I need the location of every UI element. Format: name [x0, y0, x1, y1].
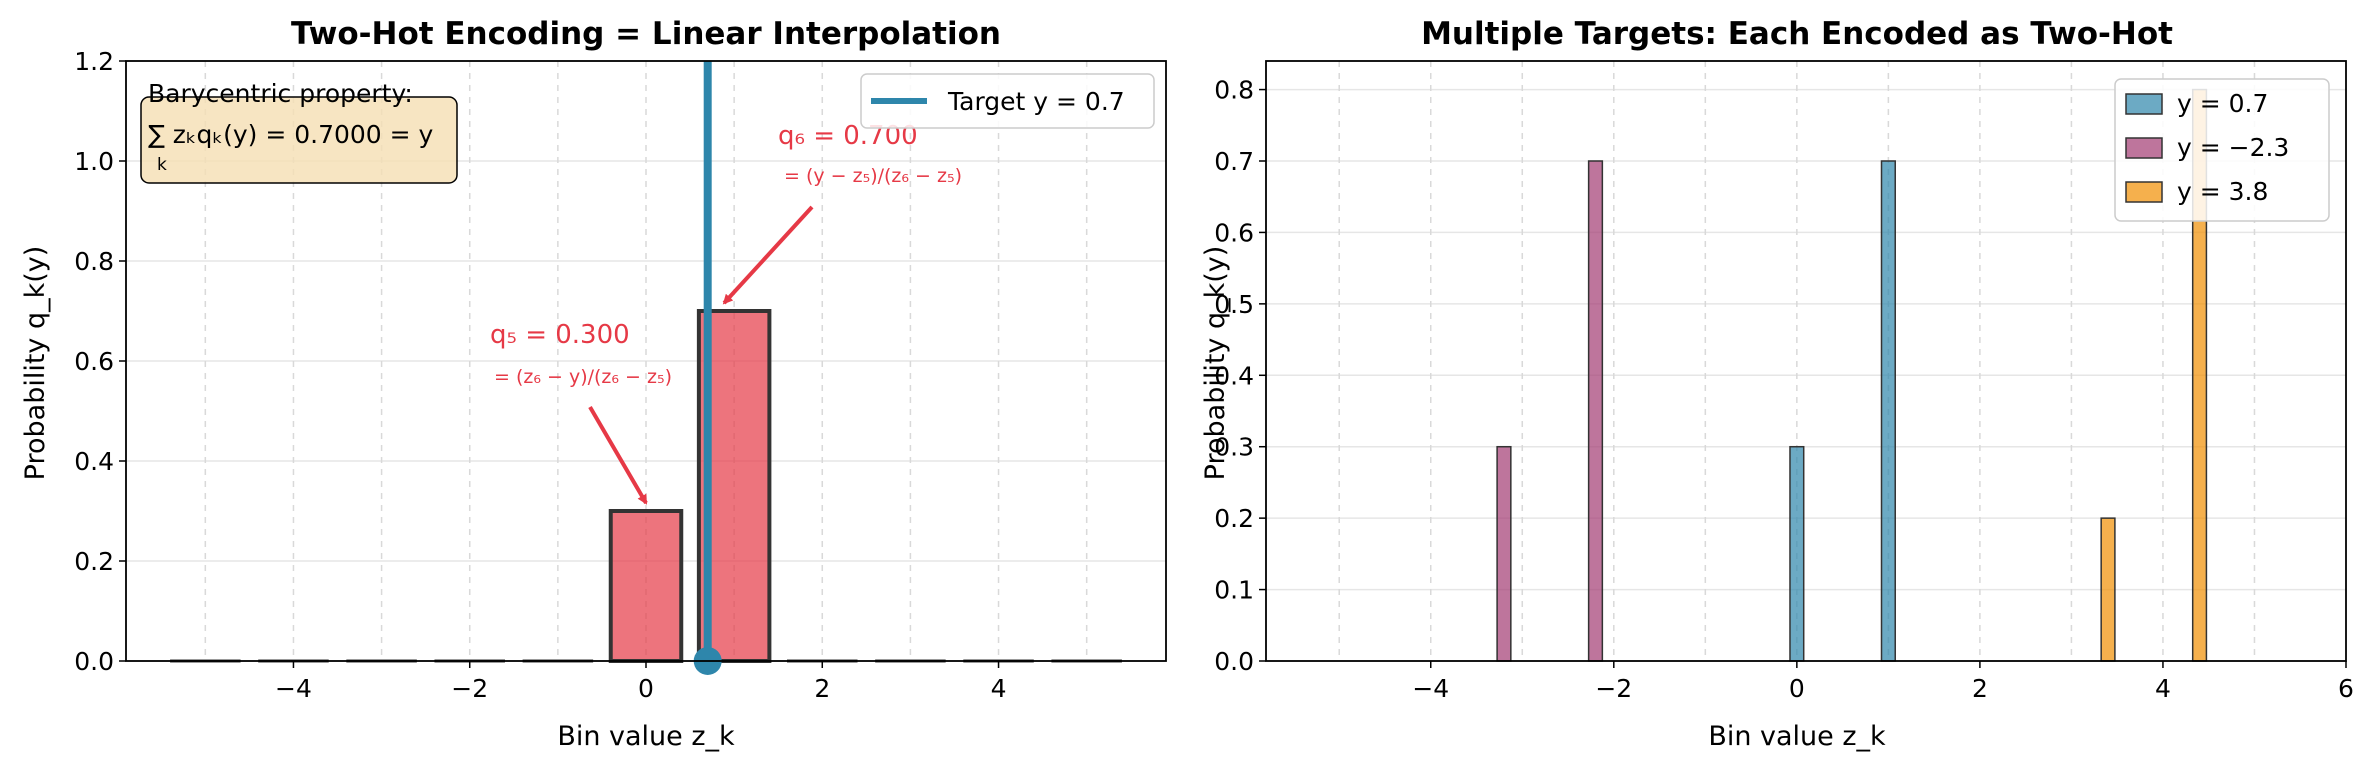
- right-ticks: 0.0 0.1 0.2 0.3 0.4 0.5 0.6 0.7 0.8 −4 −2 0 2 4 6: [1214, 76, 2354, 703]
- right-ytick-label-4: 0.4: [1214, 361, 1254, 390]
- left-ytick-label-0: 0.0: [74, 647, 114, 676]
- annotation-q5-formula: = (z₆ − y)/(z₆ − z₅): [494, 366, 672, 388]
- right-legend-label-2: y = 3.8: [2177, 177, 2268, 206]
- right-ytick-label-0: 0.0: [1214, 647, 1254, 676]
- right-xtick-label-5: 6: [2338, 674, 2354, 703]
- right-x-axis-label: Bin value z_k: [1708, 721, 1886, 752]
- left-annotations: q₅ = 0.300= (z₆ − y)/(z₆ − z₅)q₆ = 0.700…: [490, 121, 962, 505]
- left-ytick-label-2: 0.4: [74, 447, 114, 476]
- right-bar-series0-bin-1: [1880, 160, 1896, 662]
- left-xtick-label-2: 0: [638, 674, 654, 703]
- annotation-q5-label: q₅ = 0.300: [490, 320, 630, 350]
- right-legend-swatch-1: [2125, 137, 2163, 159]
- right-bar-series1-bin--2: [1587, 160, 1604, 662]
- right-ytick-label-7: 0.7: [1214, 147, 1254, 176]
- right-legend-label-0: y = 0.7: [2177, 89, 2268, 118]
- left-xtick-label-3: 2: [814, 674, 830, 703]
- right-xtick-label-1: −2: [1595, 674, 1632, 703]
- annotation-q5-arrow: [588, 405, 648, 505]
- right-ytick-label-3: 0.3: [1214, 433, 1254, 462]
- right-bar-series2-bin-3: [2100, 517, 2116, 662]
- right-legend-label-1: y = −2.3: [2177, 133, 2289, 162]
- left-ytick-label-5: 1.0: [74, 147, 114, 176]
- left-chart-title: Two-Hot Encoding = Linear Interpolation: [291, 16, 1001, 52]
- right-ytick-label-8: 0.8: [1214, 76, 1254, 105]
- right-legend-swatch-0: [2125, 93, 2163, 115]
- right-xtick-label-2: 0: [1789, 674, 1805, 703]
- right-chart-panel: Multiple Targets: Each Encoded as Two-Ho…: [1200, 16, 2354, 752]
- right-legend-swatch-2: [2125, 181, 2163, 203]
- right-y-axis-label: Probability q_k(y): [1200, 246, 1231, 481]
- info-box-frame: [140, 96, 458, 184]
- annotation-q6-formula: = (y − z₅)/(z₆ − z₅): [784, 165, 962, 187]
- right-xtick-label-4: 4: [2155, 674, 2171, 703]
- right-bar-series0-bin-0: [1789, 445, 1805, 662]
- left-x-axis-label: Bin value z_k: [557, 721, 735, 752]
- left-ticks: 0.0 0.2 0.4 0.6 0.8 1.0 1.2 −4 −2 0 2 4: [74, 47, 1006, 703]
- left-legend-target-label: Target y = 0.7: [947, 87, 1125, 116]
- right-xtick-label-3: 2: [1972, 674, 1988, 703]
- right-chart-title: Multiple Targets: Each Encoded as Two-Ho…: [1421, 16, 2173, 52]
- right-xtick-label-0: −4: [1412, 674, 1449, 703]
- right-bar-series1-bin--3: [1496, 445, 1512, 662]
- right-axes: [1265, 60, 2347, 662]
- left-bar-bin-0: [608, 509, 684, 663]
- left-xtick-label-4: 4: [991, 674, 1007, 703]
- right-legend: y = 0.7 y = −2.3 y = 3.8: [2114, 78, 2330, 222]
- left-chart-panel: Two-Hot Encoding = Linear Interpolation …: [20, 16, 1167, 752]
- right-axes-frame: [1265, 60, 2347, 662]
- left-ytick-label-6: 1.2: [74, 47, 114, 76]
- barycentric-info-box: Barycentric property: ∑ zₖqₖ(y) = 0.7000…: [140, 79, 458, 184]
- left-ytick-label-3: 0.6: [74, 347, 114, 376]
- right-legend-frame: [2114, 78, 2330, 222]
- info-box-line2-subscript: k: [157, 155, 167, 175]
- left-legend-frame: [860, 73, 1155, 129]
- annotation-q6-arrow: [722, 205, 814, 305]
- left-ytick-label-1: 0.2: [74, 547, 114, 576]
- left-xtick-label-0: −4: [275, 674, 312, 703]
- right-ytick-label-2: 0.2: [1214, 504, 1254, 533]
- left-ytick-label-4: 0.8: [74, 247, 114, 276]
- right-ytick-label-1: 0.1: [1214, 576, 1254, 605]
- info-box-line1: Barycentric property:: [148, 79, 413, 108]
- right-ytick-label-5: 0.5: [1214, 290, 1254, 319]
- left-legend: Target y = 0.7: [860, 73, 1155, 129]
- right-ytick-label-6: 0.6: [1214, 218, 1254, 247]
- info-box-line2: ∑ zₖqₖ(y) = 0.7000 = y: [148, 120, 434, 149]
- left-xtick-label-1: −2: [451, 674, 488, 703]
- left-y-axis-label: Probability q_k(y): [20, 246, 51, 481]
